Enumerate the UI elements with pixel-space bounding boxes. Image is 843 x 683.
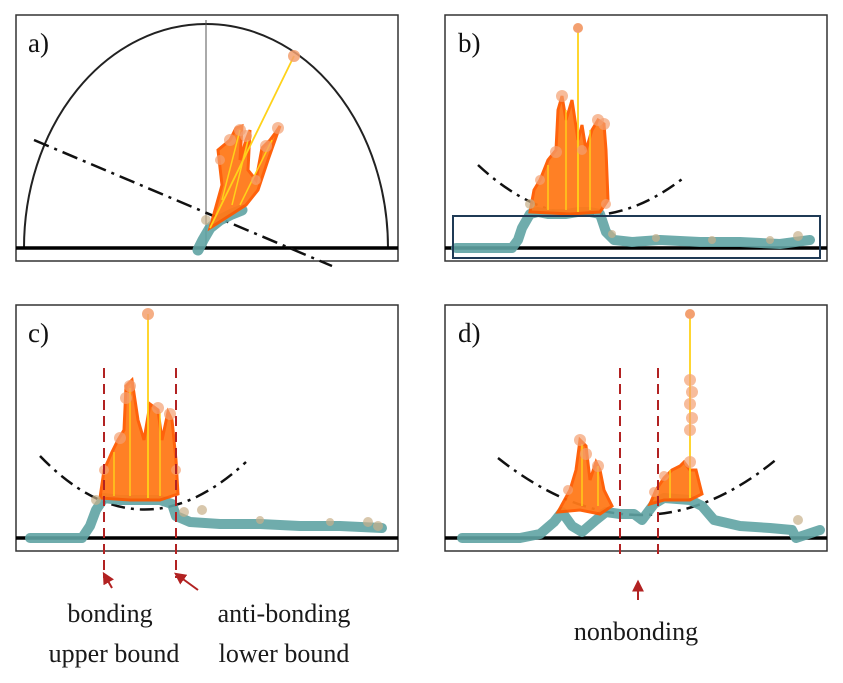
panel-c: c): [15, 304, 399, 578]
panel-a-orange-cluster: [201, 50, 300, 232]
panel-b-frame: [444, 14, 828, 262]
panel-b-teal-dots: [608, 230, 803, 244]
panel-d-orange-right-cluster: [647, 309, 704, 507]
panel-b-label: b): [458, 28, 481, 58]
panel-b: b): [444, 14, 828, 262]
panel-a-label: a): [28, 28, 49, 58]
bonding-arrow: [102, 571, 114, 589]
upper-bound-label: upper bound: [49, 639, 180, 668]
antibonding-label: anti-bonding: [218, 599, 351, 628]
panel-a: a): [15, 14, 399, 268]
bonding-label: bonding: [67, 599, 152, 628]
panel-d: d): [444, 304, 828, 556]
lower-bound-label: lower bound: [219, 639, 350, 668]
antibonding-arrow: [174, 572, 199, 591]
panel-c-dashdot-parabola: [39, 455, 247, 511]
panel-d-teal-trace: [457, 493, 825, 543]
panel-c-teal-dots: [179, 505, 383, 531]
panel-c-frame: [15, 304, 399, 552]
panel-d-orange-left-cluster: [555, 434, 614, 516]
nonbonding-label: nonbonding: [574, 617, 698, 646]
panel-d-label: d): [458, 318, 481, 348]
panel-b-orange-cluster: [525, 23, 611, 216]
panel-d-teal-dots: [793, 515, 803, 525]
panel-a-dashdot-line: [33, 138, 333, 268]
panel-c-teal-trace: [25, 493, 387, 543]
panel-c-label: c): [28, 318, 49, 348]
panel-b-selection-box: [452, 215, 821, 259]
